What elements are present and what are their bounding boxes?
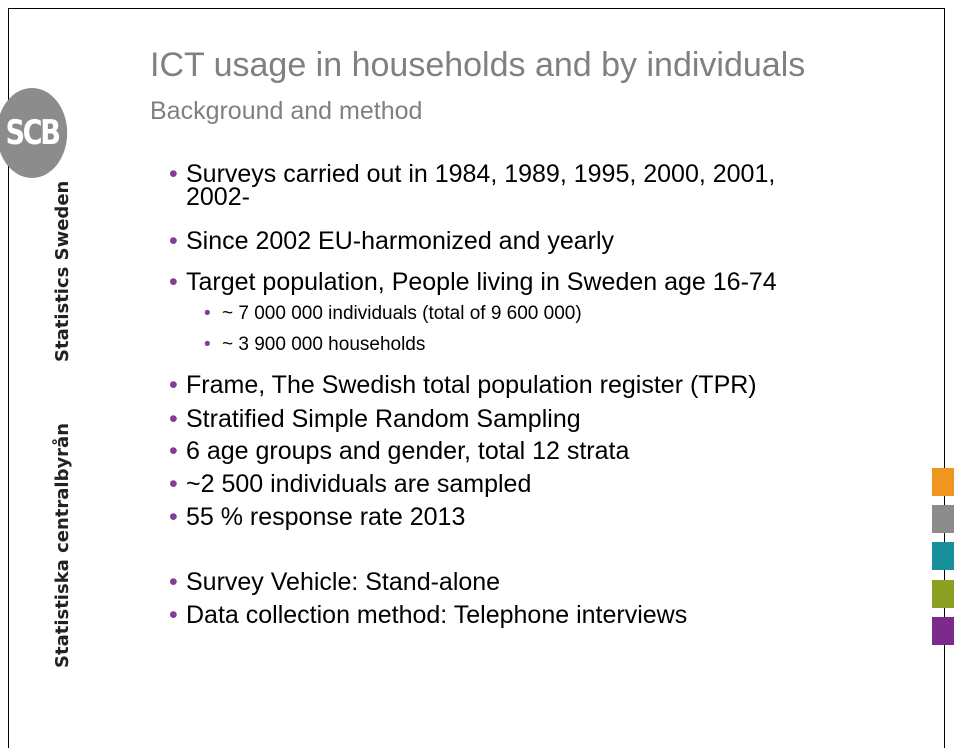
side-text: Statistiska centralbyrån	[52, 422, 73, 668]
bullet: 6 age groups and gender, total 12 strata	[169, 439, 786, 464]
bullet: Surveys carried out in 1984, 1989, 1995,…	[169, 162, 786, 210]
color-square	[932, 617, 954, 645]
color-square	[932, 580, 954, 608]
bullet: Data collection method: Telephone interv…	[169, 603, 786, 628]
bullet: ~2 500 individuals are sampled	[169, 472, 786, 497]
subtitle: Background and method	[150, 97, 423, 125]
bullet: 55 % response rate 2013	[169, 505, 786, 530]
bullet: Survey Vehicle: Stand-alone	[169, 570, 786, 595]
color-square	[932, 505, 954, 533]
sub-bullet: ~ 3 900 000 households	[204, 334, 425, 356]
bullet: Stratified Simple Random Sampling	[169, 407, 786, 432]
color-square	[932, 468, 954, 496]
bullet: Target population, People living in Swed…	[169, 270, 786, 295]
slide-frame	[8, 8, 945, 748]
logo: SCB	[0, 88, 68, 178]
sub-bullet: ~ 7 000 000 individuals (total of 9 600 …	[204, 303, 582, 325]
title: ICT usage in households and by individua…	[150, 46, 806, 84]
bullet: Frame, The Swedish total population regi…	[169, 373, 786, 398]
slide: SCB Statistics Sweden Statistiska centra…	[0, 0, 954, 720]
side-text: Statistics Sweden	[52, 180, 73, 362]
bullet: Since 2002 EU-harmonized and yearly	[169, 229, 786, 254]
color-square	[932, 542, 954, 570]
